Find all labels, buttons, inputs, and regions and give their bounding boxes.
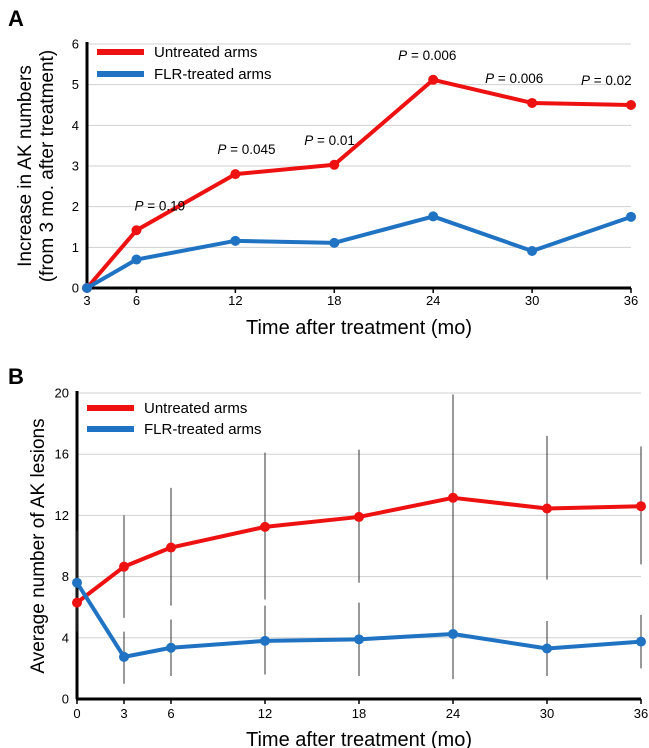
data-point bbox=[131, 254, 142, 265]
x-tick-label: 12 bbox=[228, 293, 242, 308]
data-point bbox=[119, 561, 129, 572]
y-tick-label: 16 bbox=[55, 447, 69, 462]
p-value-annotation: P = 0.006 bbox=[485, 71, 543, 86]
series-line-untreated bbox=[75, 495, 642, 605]
data-point bbox=[354, 511, 364, 522]
x-tick-label: 36 bbox=[624, 293, 638, 308]
x-tick-label: 24 bbox=[446, 706, 460, 721]
data-point bbox=[448, 628, 458, 639]
data-point bbox=[354, 634, 364, 645]
p-value-annotation: P = 0.19 bbox=[134, 198, 185, 213]
x-tick-label: 12 bbox=[258, 706, 272, 721]
y-tick-label: 4 bbox=[72, 118, 79, 133]
series-line-flr-treated bbox=[75, 581, 642, 659]
y-axis-title: Increase in AK numbers bbox=[15, 65, 36, 267]
data-point bbox=[542, 643, 552, 654]
p-value-annotation: P = 0.006 bbox=[398, 48, 456, 63]
data-point bbox=[82, 283, 92, 293]
data-point bbox=[626, 100, 636, 110]
data-point bbox=[329, 237, 340, 248]
data-point bbox=[72, 597, 82, 608]
y-tick-label: 5 bbox=[72, 77, 79, 92]
y-tick-label: 0 bbox=[62, 692, 69, 707]
series-line-untreated bbox=[85, 77, 632, 290]
y-tick-label: 8 bbox=[62, 569, 69, 584]
data-point bbox=[636, 501, 646, 512]
legend-label: FLR-treated arms bbox=[144, 421, 262, 438]
panel-letter: A bbox=[8, 6, 24, 31]
x-tick-label: 6 bbox=[167, 706, 174, 721]
y-axis-title: (from 3 mo. after treatment) bbox=[37, 50, 58, 282]
p-value-annotation: P = 0.02 bbox=[581, 73, 632, 88]
data-point bbox=[119, 651, 129, 662]
data-point bbox=[636, 636, 646, 647]
data-point bbox=[72, 577, 82, 588]
x-axis-title: Time after treatment (mo) bbox=[246, 729, 472, 748]
y-tick-label: 1 bbox=[72, 240, 79, 255]
x-tick-label: 3 bbox=[83, 293, 90, 308]
series-line-flr-treated bbox=[86, 214, 632, 290]
data-point bbox=[542, 503, 552, 514]
data-point bbox=[131, 225, 142, 236]
data-point bbox=[428, 74, 439, 85]
data-point bbox=[428, 211, 439, 222]
data-point bbox=[230, 235, 241, 246]
y-tick-label: 4 bbox=[62, 630, 69, 645]
data-point bbox=[329, 159, 340, 170]
x-axis-title: Time after treatment (mo) bbox=[246, 317, 472, 339]
y-tick-label: 12 bbox=[55, 508, 69, 523]
p-value-annotation: P = 0.045 bbox=[217, 142, 275, 157]
data-point bbox=[166, 642, 176, 653]
p-value-annotation: P = 0.01 bbox=[304, 133, 355, 148]
data-point bbox=[527, 97, 538, 108]
x-tick-label: 6 bbox=[133, 293, 140, 308]
legend-label: FLR-treated arms bbox=[154, 66, 272, 83]
y-tick-label: 6 bbox=[72, 37, 79, 52]
y-tick-label: 20 bbox=[55, 386, 69, 401]
x-tick-label: 18 bbox=[327, 293, 341, 308]
x-tick-label: 30 bbox=[540, 706, 554, 721]
x-tick-label: 24 bbox=[426, 293, 440, 308]
y-tick-label: 3 bbox=[72, 159, 79, 174]
y-tick-label: 0 bbox=[72, 281, 79, 296]
data-point bbox=[527, 245, 538, 256]
data-point bbox=[448, 492, 458, 503]
y-tick-label: 2 bbox=[72, 199, 79, 214]
data-point bbox=[260, 635, 270, 646]
data-point bbox=[230, 169, 241, 180]
data-point bbox=[166, 542, 176, 553]
data-point bbox=[260, 521, 270, 532]
x-tick-label: 0 bbox=[73, 706, 80, 721]
legend-label: Untreated arms bbox=[144, 400, 247, 417]
x-tick-label: 18 bbox=[352, 706, 366, 721]
x-tick-label: 3 bbox=[120, 706, 127, 721]
y-axis-title: Average number of AK lesions bbox=[28, 418, 49, 673]
x-tick-label: 36 bbox=[634, 706, 648, 721]
x-tick-label: 30 bbox=[525, 293, 539, 308]
data-point bbox=[626, 211, 636, 222]
panel-letter: B bbox=[8, 364, 24, 389]
legend-label: Untreated arms bbox=[154, 44, 257, 61]
